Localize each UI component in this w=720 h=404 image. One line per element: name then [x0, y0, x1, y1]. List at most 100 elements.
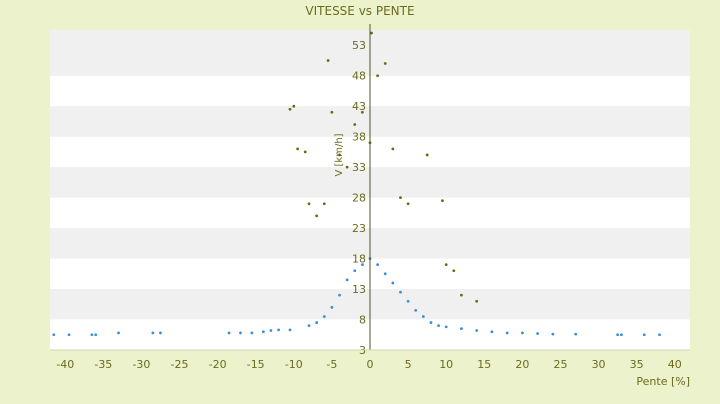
data-point	[361, 263, 364, 266]
y-axis-label: V [km/h]	[334, 133, 345, 176]
data-point	[151, 332, 154, 335]
x-tick-label: -30	[132, 358, 150, 371]
chart-title: VITESSE vs PENTE	[305, 4, 414, 18]
data-point	[445, 263, 448, 266]
data-point	[574, 333, 577, 336]
data-point	[370, 32, 373, 35]
data-point	[346, 166, 349, 169]
x-axis-label: Pente [%]	[636, 375, 690, 388]
x-tick-label: -5	[326, 358, 337, 371]
data-point	[323, 202, 326, 205]
data-point	[308, 324, 311, 327]
y-tick-label: 28	[352, 192, 366, 205]
data-point	[91, 333, 94, 336]
data-point	[536, 332, 539, 335]
data-point	[315, 321, 318, 324]
data-point	[251, 332, 254, 335]
x-tick-label: 25	[553, 358, 567, 371]
data-point	[384, 272, 387, 275]
x-tick-label: 10	[439, 358, 453, 371]
data-point	[521, 332, 524, 335]
data-point	[315, 215, 318, 218]
data-point	[376, 74, 379, 77]
data-point	[228, 332, 231, 335]
data-point	[437, 324, 440, 327]
x-tick-label: 30	[592, 358, 606, 371]
data-point	[426, 154, 429, 157]
data-point	[391, 282, 394, 285]
y-tick-label: 38	[352, 131, 366, 144]
data-point	[422, 315, 425, 318]
x-tick-label: -25	[171, 358, 189, 371]
data-point	[361, 111, 364, 114]
data-point	[353, 269, 356, 272]
data-point	[658, 333, 661, 336]
data-point	[376, 263, 379, 266]
data-point	[430, 321, 433, 324]
x-tick-label: -10	[285, 358, 303, 371]
data-point	[304, 151, 307, 154]
data-point	[399, 196, 402, 199]
y-tick-label: 53	[352, 39, 366, 52]
data-point	[331, 306, 334, 309]
data-point	[475, 300, 478, 303]
data-point	[460, 327, 463, 330]
data-point	[391, 147, 394, 150]
data-point	[407, 202, 410, 205]
data-point	[452, 269, 455, 272]
x-tick-label: -15	[247, 358, 265, 371]
data-point	[475, 329, 478, 332]
x-tick-label: 15	[477, 358, 491, 371]
data-point	[277, 328, 280, 331]
data-point	[346, 279, 349, 282]
data-point	[551, 333, 554, 336]
data-point	[308, 202, 311, 205]
data-point	[323, 315, 326, 318]
data-point	[616, 333, 619, 336]
x-tick-label: 0	[367, 358, 374, 371]
y-tick-label: 48	[352, 70, 366, 83]
data-point	[52, 333, 55, 336]
data-point	[270, 329, 273, 332]
y-tick-label: 18	[352, 253, 366, 266]
data-point	[384, 62, 387, 65]
data-point	[331, 111, 334, 114]
data-point	[94, 333, 97, 336]
x-tick-label: 20	[515, 358, 529, 371]
x-tick-label: 5	[405, 358, 412, 371]
data-point	[262, 330, 265, 333]
data-point	[68, 333, 71, 336]
data-point	[296, 147, 299, 150]
x-tick-label: 35	[630, 358, 644, 371]
data-point	[414, 309, 417, 312]
data-point	[460, 294, 463, 297]
data-point	[289, 328, 292, 331]
y-tick-label: 23	[352, 222, 366, 235]
y-tick-label: 43	[352, 100, 366, 113]
data-point	[159, 332, 162, 335]
x-tick-label: -35	[94, 358, 112, 371]
data-point	[117, 332, 120, 335]
data-point	[353, 123, 356, 126]
data-point	[506, 332, 509, 335]
data-point	[445, 325, 448, 328]
data-point	[407, 300, 410, 303]
data-point	[441, 199, 444, 202]
data-point	[643, 333, 646, 336]
data-point	[620, 333, 623, 336]
y-tick-label: 8	[359, 314, 366, 327]
data-point	[292, 105, 295, 108]
data-point	[327, 59, 330, 62]
y-tick-label: 13	[352, 283, 366, 296]
data-point	[399, 291, 402, 294]
x-tick-label: -20	[209, 358, 227, 371]
data-point	[239, 332, 242, 335]
y-tick-label: 33	[352, 161, 366, 174]
data-point	[289, 108, 292, 111]
data-point	[338, 294, 341, 297]
x-tick-label: -40	[56, 358, 74, 371]
data-point	[491, 330, 494, 333]
x-tick-label: 40	[668, 358, 682, 371]
